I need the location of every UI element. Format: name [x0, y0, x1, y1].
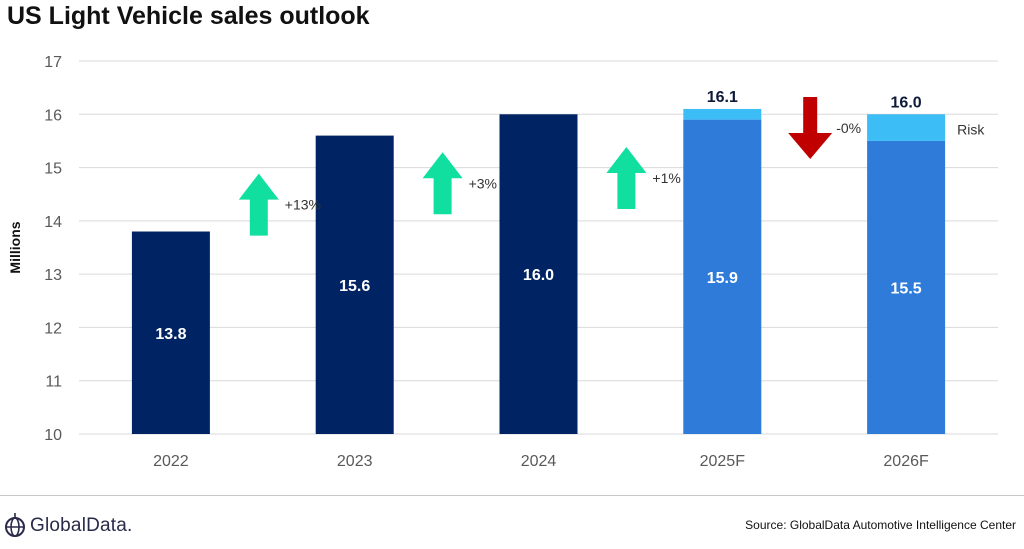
total-label: 16.0	[891, 94, 922, 111]
bar-value-label: 13.8	[155, 326, 186, 343]
x-tick-label: 2023	[337, 453, 373, 470]
y-tick-label: 13	[44, 267, 62, 284]
y-tick-label: 15	[44, 161, 62, 178]
bar-value-label: 15.6	[339, 278, 370, 295]
y-tick-label: 11	[45, 374, 62, 391]
y-tick-label: 16	[44, 107, 62, 124]
change-label: +1%	[652, 170, 680, 186]
risk-legend-label: Risk	[957, 122, 985, 138]
y-tick-label: 12	[44, 320, 62, 337]
bar-value-label: 15.9	[707, 270, 738, 287]
logo-text: GlobalData.	[30, 515, 133, 536]
bar-2022	[131, 231, 210, 434]
change-label: +13%	[285, 197, 321, 213]
footer-divider	[0, 495, 1024, 496]
x-tick-label: 2025F	[700, 453, 746, 470]
y-tick-label: 17	[44, 54, 62, 71]
change-label: +3%	[469, 175, 497, 191]
source-note: Source: GlobalData Automotive Intelligen…	[745, 518, 1016, 532]
up-arrow-icon	[422, 152, 463, 215]
risk-segment-2026F	[867, 114, 946, 141]
y-axis-label: Millions	[7, 221, 23, 273]
bar-2024	[499, 114, 578, 435]
x-tick-label: 2026F	[883, 453, 929, 470]
bar-value-label: 15.5	[891, 280, 922, 297]
chart-canvas: 10 11 12 13 14 15 16 17 Millions 13.8 2022 15.6 2023…	[7, 54, 998, 470]
down-arrow-icon	[788, 96, 833, 159]
x-tick-label: 2024	[521, 453, 557, 470]
globaldata-logo: GlobalData.	[4, 511, 133, 541]
x-tick-label: 2022	[153, 453, 189, 470]
change-label: -0%	[836, 120, 861, 136]
globe-icon	[5, 513, 25, 537]
chart-title: US Light Vehicle sales outlook	[7, 2, 370, 30]
bar-2025F	[683, 119, 762, 434]
y-tick-label: 14	[44, 214, 62, 231]
bar-2023	[315, 135, 394, 434]
bar-value-label: 16.0	[523, 267, 554, 284]
y-tick-label: 10	[44, 427, 62, 444]
up-arrow-icon	[606, 146, 647, 209]
up-arrow-icon	[238, 173, 279, 236]
risk-segment-2025F	[683, 108, 762, 120]
total-label: 16.1	[707, 89, 738, 106]
bar-2026F	[867, 140, 946, 434]
